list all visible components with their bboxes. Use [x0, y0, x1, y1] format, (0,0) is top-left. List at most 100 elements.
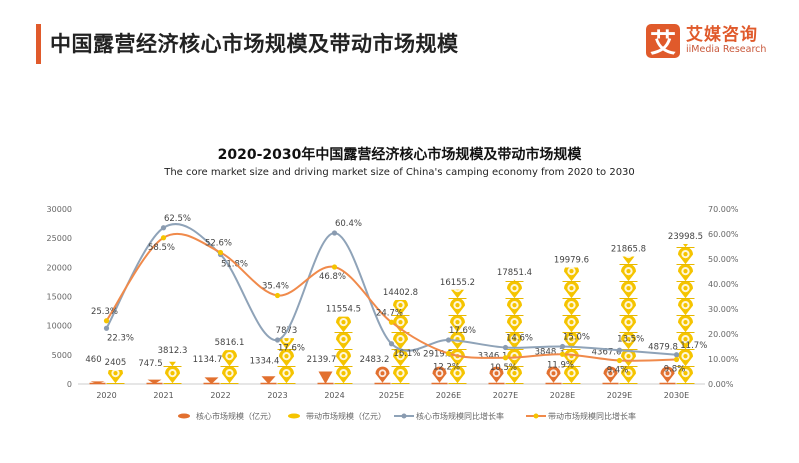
driving-bar-symbol-dot	[284, 371, 289, 376]
driving-bar	[619, 256, 638, 384]
driving-bar	[334, 316, 353, 384]
driving-bar-symbol	[622, 256, 635, 265]
growth-label: 17.6%	[449, 326, 476, 336]
growth-label: 9.4%	[607, 366, 629, 376]
core-bar	[260, 376, 277, 385]
driving-bar-symbol-center	[453, 267, 461, 275]
core-bar-label: 2483.2	[360, 355, 390, 365]
driving-bar-symbol-dot	[569, 320, 574, 325]
driving-bar-symbol-dot	[683, 303, 688, 308]
core-bar	[203, 377, 220, 385]
driving-bar	[505, 279, 524, 384]
legend-marker	[533, 413, 539, 419]
x-tick-label: 2024	[324, 391, 344, 400]
y-right-tick-label: 0.00%	[708, 380, 734, 389]
chart-subtitle: The core market size and driving market …	[164, 167, 635, 178]
core-bar	[146, 379, 163, 385]
growth-point	[616, 347, 623, 353]
x-tick-label: 2025E	[379, 391, 404, 400]
core-bar-label: 3848.3	[535, 347, 565, 357]
logo-name-cn: 艾媒咨询	[686, 25, 758, 45]
legend-label: 核心市场规模同比增长率	[416, 411, 504, 421]
x-tick-label: 2030E	[664, 391, 689, 400]
logo: 艾 艾媒咨询 iiMedia Research	[646, 24, 766, 59]
driving-bar-symbol-dot	[398, 337, 403, 342]
core-bar	[488, 366, 505, 385]
growth-label: 11.9%	[547, 360, 574, 370]
driving-bar-symbol-dot	[341, 371, 346, 376]
core-bar-symbol-dot	[380, 371, 385, 376]
logo-text: 艾媒咨询 iiMedia Research	[686, 26, 766, 56]
driving-bar	[562, 267, 581, 384]
driving-bar-label: 21865.8	[611, 244, 646, 254]
x-tick-label: 2027E	[493, 391, 518, 400]
driving-bar-symbol	[450, 289, 465, 299]
growth-label: 24.7%	[376, 308, 403, 318]
driving-bar-symbol-dot	[683, 286, 688, 291]
growth-point	[160, 225, 167, 231]
driving-bar-symbol-dot	[626, 371, 631, 376]
y-left-tick-label: 5000	[52, 351, 72, 360]
logo-name-en: iiMedia Research	[686, 44, 767, 55]
y-left-tick-label: 20000	[47, 263, 72, 272]
growth-point	[502, 355, 509, 361]
driving-bar-symbol-dot	[683, 354, 688, 359]
driving-bar-symbol-dot	[683, 371, 688, 376]
core-bar-symbol-dot	[437, 371, 442, 376]
growth-label: 62.5%	[164, 214, 191, 224]
growth-point	[103, 318, 110, 324]
driving-bar-symbol-dot	[512, 371, 517, 376]
core-bar-label: 4879.8	[648, 343, 678, 353]
driving-bar-symbol-dot	[626, 337, 631, 342]
driving-bar-symbol-dot	[683, 269, 688, 274]
core-bar	[431, 366, 448, 385]
legend-marker	[401, 413, 407, 419]
driving-bar-symbol-dot	[569, 337, 574, 342]
x-tick-label: 2023	[267, 391, 287, 400]
driving-bar-symbol-dot	[455, 371, 460, 376]
growth-point	[274, 292, 281, 299]
driving-bar	[220, 350, 239, 384]
core-bar-symbol-dot	[551, 371, 556, 376]
y-left-tick-label: 30000	[47, 205, 72, 214]
legend-swatch	[288, 413, 300, 419]
driving-bar-label: 17851.4	[497, 268, 532, 278]
growth-label: 16.1%	[393, 349, 420, 359]
growth-point	[673, 352, 680, 358]
x-tick-label: 2020	[96, 391, 116, 400]
growth-point	[388, 341, 395, 347]
legend-label: 带动市场规模（亿元）	[306, 411, 386, 421]
core-bar-shape	[204, 377, 219, 384]
y-left-tick-label: 25000	[47, 234, 72, 243]
growth-label: 60.4%	[335, 219, 362, 229]
growth-point	[388, 319, 395, 325]
core-bar-shape	[147, 379, 162, 384]
driving-bar-symbol-dot	[626, 269, 631, 274]
driving-bar	[163, 361, 182, 384]
core-bar-symbol-dot	[665, 371, 670, 376]
driving-bar-label: 11554.5	[326, 305, 361, 315]
legend-label: 带动市场规模同比增长率	[548, 411, 636, 421]
growth-point	[103, 325, 110, 331]
driving-bar-symbol-dot	[456, 289, 459, 291]
y-left-tick-label: 0	[67, 380, 72, 389]
growth-point	[274, 337, 281, 343]
growth-point	[673, 356, 680, 363]
driving-bar-symbol-dot	[569, 286, 574, 291]
driving-bar-symbol-dot	[170, 371, 175, 376]
driving-bar-symbol-dot	[683, 320, 688, 325]
driving-bar-symbol	[683, 244, 688, 248]
core-bar	[602, 366, 619, 385]
core-bar	[89, 381, 106, 385]
legend-item: 核心市场规模（亿元）	[178, 411, 276, 421]
driving-bar-symbol-dot	[455, 320, 460, 325]
driving-bar-symbol	[169, 361, 176, 367]
core-bar-label: 747.5	[138, 359, 162, 369]
growth-point	[217, 249, 224, 256]
growth-label: 11.7%	[680, 341, 707, 351]
driving-bar-symbol-dot	[284, 320, 288, 324]
legend-item: 核心市场规模同比增长率	[394, 411, 504, 421]
driving-bar-symbol-dot	[227, 354, 232, 359]
y-right-tick-label: 20.00%	[708, 330, 739, 339]
driving-bar	[106, 369, 125, 384]
